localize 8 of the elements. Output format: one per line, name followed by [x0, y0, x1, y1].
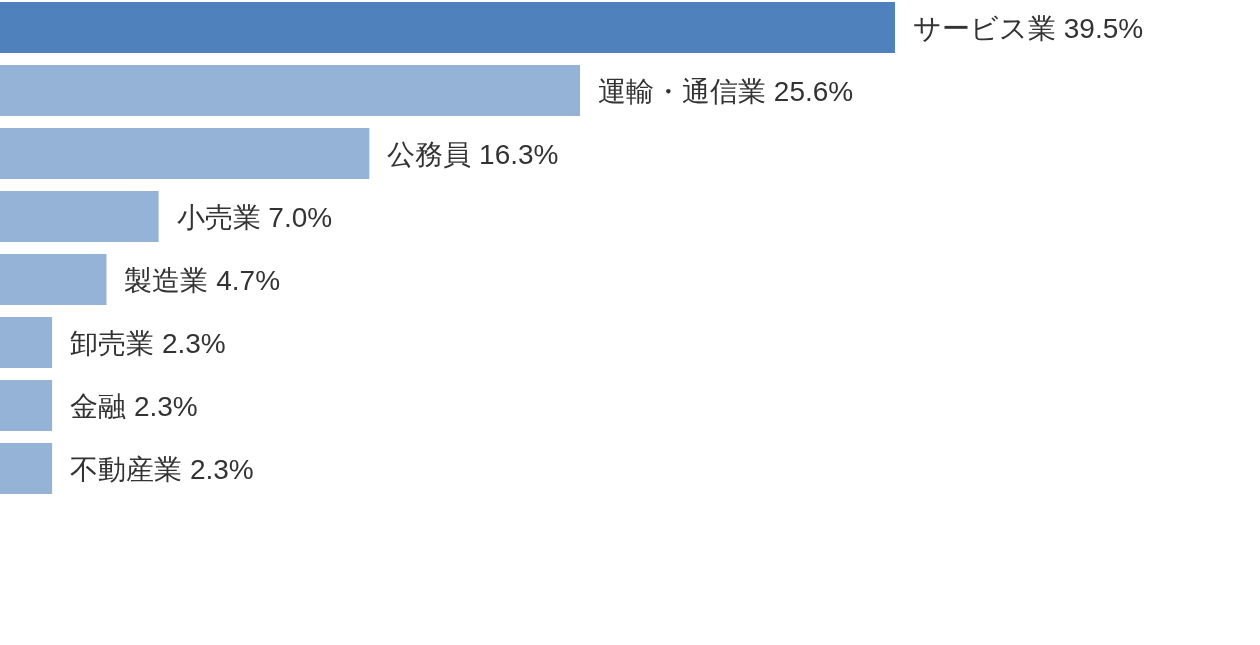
data-label: 運輸・通信業 25.6%: [598, 75, 854, 106]
data-label: 製造業 4.7%: [124, 264, 281, 295]
data-label: 小売業 7.0%: [176, 201, 333, 232]
data-label: 卸売業 2.3%: [70, 327, 226, 358]
data-label: 不動産業 2.3%: [70, 453, 254, 484]
data-label: 公務員 16.3%: [387, 138, 559, 169]
data-label: サービス業 39.5%: [913, 12, 1144, 43]
data-label: 金融 2.3%: [70, 390, 198, 421]
